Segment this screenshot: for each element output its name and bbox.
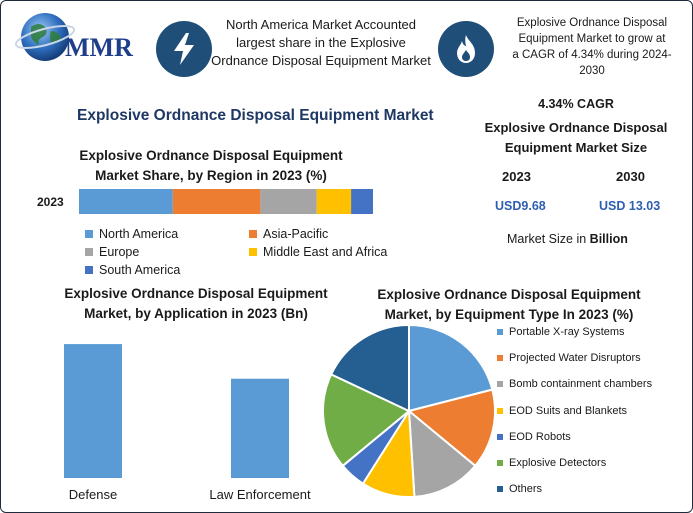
legend-swatch (497, 407, 503, 414)
info-right-line: Equipment Market to grow at (518, 33, 666, 45)
legend-swatch (497, 433, 503, 440)
info-right-line: a CAGR of 4.34% during 2024- (512, 49, 672, 61)
legend-swatch (497, 355, 503, 362)
legend-label: EOD Robots (509, 430, 571, 443)
value-2030: USD 13.03 (599, 199, 661, 213)
region-legend-item: Europe (85, 245, 139, 259)
year-2023: 2023 (502, 169, 531, 184)
info-right-line: Explosive Ordnance Disposal (516, 17, 668, 29)
main-title: Explosive Ordnance Disposal Equipment Ma… (77, 107, 434, 124)
pie-slice (407, 408, 477, 498)
info-right-text: Explosive Ordnance Disposal Equipment Ma… (497, 15, 687, 79)
logo-text: MMR (65, 33, 133, 62)
region-title-line: Explosive Ordnance Disposal Equipment (79, 148, 343, 163)
year-2030: 2030 (616, 169, 645, 184)
info-left-text: North America Market Accounted largest s… (206, 16, 436, 70)
lightning-icon (174, 33, 194, 65)
application-chart (29, 321, 329, 478)
legend-swatch (85, 248, 93, 256)
legend-label: Middle East and Africa (263, 245, 388, 259)
market-size-title-line: Explosive Ordnance Disposal (484, 120, 668, 135)
equipment-legend-item: Projected Water Disruptors (497, 352, 641, 364)
equipment-title-line: Explosive Ordnance Disposal Equipment (377, 287, 641, 302)
legend-label: South America (99, 263, 181, 277)
application-title-line: Market, by Application in 2023 (Bn) (84, 306, 308, 321)
flame-badge (438, 21, 494, 77)
pie-slice (406, 388, 496, 468)
market-size-title-line: Equipment Market Size (504, 140, 648, 155)
market-size-unit: Market Size in Billion (507, 232, 628, 246)
legend-label: Others (509, 483, 543, 496)
legend-swatch (85, 266, 93, 274)
region-title-line: Market Share, by Region in 2023 (%) (95, 168, 327, 183)
x-tick-label: Defense (68, 487, 118, 502)
unit-bold: Billion (589, 232, 628, 246)
market-size-title: Explosive Ordnance Disposal Equipment Ma… (471, 118, 681, 158)
legend-swatch (249, 248, 257, 256)
region-bar-segment (316, 189, 352, 214)
region-legend-item: Middle East and Africa (249, 245, 387, 259)
legend-swatch (497, 381, 503, 388)
region-bar-segment (351, 189, 373, 214)
application-bar (64, 344, 122, 478)
legend-label: Europe (99, 245, 140, 259)
equipment-legend-item: Bomb containment chambers (497, 378, 652, 390)
equipment-legend-item: Others (497, 483, 542, 495)
legend-label: North America (99, 227, 179, 241)
equipment-legend-item: Portable X-ray Systems (497, 326, 625, 338)
equipment-legend-item: EOD Robots (497, 431, 571, 443)
region-chart-title: Explosive Ordnance Disposal Equipment Ma… (61, 146, 361, 186)
mmr-logo: MMR (11, 9, 141, 69)
region-bar-segment (172, 189, 261, 214)
region-bar-segment (79, 189, 173, 214)
legend-swatch (249, 230, 257, 238)
unit-prefix: Market Size in (507, 232, 590, 246)
equipment-chart-title: Explosive Ordnance Disposal Equipment Ma… (361, 285, 657, 325)
legend-swatch (497, 329, 503, 335)
legend-label: Projected Water Disruptors (509, 352, 641, 365)
flame-icon (457, 35, 475, 63)
region-stacked-bar (79, 189, 373, 214)
region-category-label: 2023 (37, 195, 64, 209)
legend-label: Asia-Pacific (263, 227, 329, 241)
region-legend-item: South America (85, 263, 180, 277)
globe-icon (14, 13, 76, 61)
region-bar-segment (260, 189, 317, 214)
equipment-title-line: Market, by Equipment Type In 2023 (%) (384, 307, 634, 322)
pie-slice (329, 323, 410, 413)
legend-swatch (497, 460, 503, 466)
legend-label: Bomb containment chambers (509, 378, 653, 391)
pie-slice (322, 373, 411, 468)
legend-label: Explosive Detectors (509, 457, 607, 469)
application-chart-title: Explosive Ordnance Disposal Equipment Ma… (31, 284, 361, 324)
equipment-pie (321, 323, 497, 499)
info-right-line: 2030 (579, 65, 605, 77)
equipment-legend-item: Explosive Detectors (497, 457, 606, 469)
cagr-label: 4.34% CAGR (538, 97, 614, 111)
lightning-badge (156, 21, 212, 77)
application-bar (231, 378, 289, 478)
application-title-line: Explosive Ordnance Disposal Equipment (64, 286, 328, 301)
legend-label: Portable X-ray Systems (509, 326, 625, 338)
equipment-legend-item: EOD Suits and Blankets (497, 405, 627, 417)
region-legend-item: North America (85, 227, 178, 241)
info-left-line: North America Market Accounted (225, 17, 417, 32)
info-left-line: largest share in the Explosive (236, 35, 406, 50)
x-tick-label: Law Enforcement (209, 487, 311, 502)
pie-slice (408, 323, 494, 413)
region-legend-item: Asia-Pacific (249, 227, 328, 241)
application-x-labels: Defense Law Enforcement (1, 481, 361, 505)
info-left-line: Ordnance Disposal Equipment Market (211, 53, 431, 68)
legend-label: EOD Suits and Blankets (509, 404, 628, 417)
legend-swatch (497, 486, 503, 493)
legend-swatch (85, 230, 93, 238)
value-2023: USD9.68 (495, 199, 546, 213)
